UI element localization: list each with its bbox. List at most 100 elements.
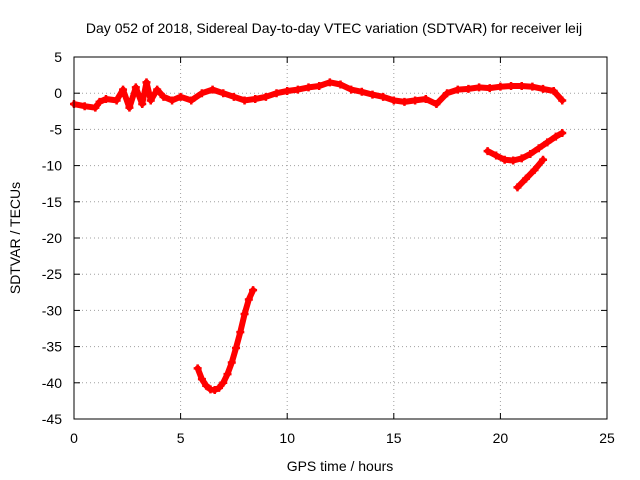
- series-0: [70, 78, 567, 112]
- data-point: [168, 96, 177, 105]
- data-point: [539, 155, 548, 164]
- series-line: [71, 79, 566, 111]
- plot-frame: [73, 56, 608, 420]
- x-axis: 0 5 10 15 20 25: [70, 57, 615, 446]
- series-1: [193, 286, 258, 395]
- data-point: [528, 82, 537, 91]
- data-point: [112, 96, 121, 105]
- data-point: [492, 151, 501, 160]
- y-tick-label: 0: [54, 85, 62, 101]
- data-point: [357, 87, 366, 96]
- y-tick-label: -25: [42, 266, 62, 282]
- x-tick-label: 15: [386, 430, 402, 446]
- data-point: [202, 381, 211, 390]
- y-tick-label: -45: [42, 411, 62, 427]
- data-point: [549, 87, 558, 96]
- data-point: [539, 84, 548, 93]
- data-point: [530, 165, 539, 174]
- data-point: [146, 96, 155, 105]
- data-point: [229, 92, 238, 101]
- data-point: [521, 174, 530, 183]
- data-point: [283, 87, 292, 96]
- data-point: [249, 286, 258, 295]
- data-point: [558, 129, 567, 138]
- data-point: [500, 155, 509, 164]
- data-point: [125, 103, 134, 112]
- data-point: [101, 94, 110, 103]
- data-point: [219, 378, 228, 387]
- data-point: [325, 78, 334, 87]
- y-tick-label: -30: [42, 302, 62, 318]
- data-point: [208, 85, 217, 94]
- data-point: [517, 154, 526, 163]
- data-point: [159, 92, 168, 101]
- series-layer: [70, 78, 567, 395]
- y-tick-label: 5: [54, 49, 62, 65]
- y-tick-label: -15: [42, 194, 62, 210]
- data-point: [421, 94, 430, 103]
- data-point: [80, 102, 89, 111]
- data-point: [483, 147, 492, 156]
- data-point: [272, 89, 281, 98]
- series-3: [513, 155, 548, 192]
- series-2: [483, 129, 567, 165]
- data-point: [411, 96, 420, 105]
- grid: [74, 57, 607, 419]
- y-tick-label: -5: [50, 121, 63, 137]
- y-axis-title: SDTVAR / TECUs: [7, 182, 23, 294]
- data-point: [315, 81, 324, 90]
- data-point: [197, 375, 206, 384]
- x-tick-label: 10: [279, 430, 295, 446]
- data-point: [138, 100, 147, 109]
- data-point: [293, 85, 302, 94]
- data-point: [507, 81, 516, 90]
- y-tick-label: -40: [42, 375, 62, 391]
- y-axis: 5 0 -5 -10 -15 -20 -25 -30 -35 -40 -45: [42, 49, 607, 427]
- data-point: [336, 80, 345, 89]
- chart-title: Day 052 of 2018, Sidereal Day-to-day VTE…: [86, 20, 582, 36]
- data-point: [214, 383, 223, 392]
- data-point: [534, 144, 543, 153]
- x-tick-label: 25: [599, 430, 615, 446]
- data-point: [193, 364, 202, 373]
- data-point: [142, 78, 151, 87]
- data-point: [558, 96, 567, 105]
- series-line: [514, 156, 546, 191]
- data-point: [389, 96, 398, 105]
- series-line: [484, 130, 566, 164]
- data-point: [227, 358, 236, 367]
- data-point: [379, 92, 388, 101]
- data-point: [176, 92, 185, 101]
- data-point: [443, 89, 452, 98]
- data-point: [304, 83, 313, 92]
- data-point: [513, 183, 522, 192]
- data-point: [261, 92, 270, 101]
- data-point: [219, 89, 228, 98]
- data-point: [240, 310, 249, 319]
- data-point: [251, 94, 260, 103]
- data-point: [91, 103, 100, 112]
- data-point: [223, 370, 232, 379]
- data-point: [119, 85, 128, 94]
- data-point: [368, 90, 377, 99]
- data-point: [509, 156, 518, 165]
- data-point: [347, 85, 356, 94]
- data-point: [232, 344, 241, 353]
- data-point: [517, 81, 526, 90]
- data-point: [526, 150, 535, 159]
- y-tick-label: -10: [42, 158, 62, 174]
- data-point: [244, 295, 253, 304]
- data-point: [240, 96, 249, 105]
- data-point: [475, 83, 484, 92]
- data-point: [496, 82, 505, 91]
- data-point: [210, 386, 219, 395]
- y-tick-label: -20: [42, 230, 62, 246]
- data-point: [543, 138, 552, 147]
- x-axis-title: GPS time / hours: [287, 458, 394, 474]
- data-point: [551, 132, 560, 141]
- data-point: [432, 100, 441, 109]
- data-point: [485, 84, 494, 93]
- data-point: [400, 97, 409, 106]
- data-point: [153, 85, 162, 94]
